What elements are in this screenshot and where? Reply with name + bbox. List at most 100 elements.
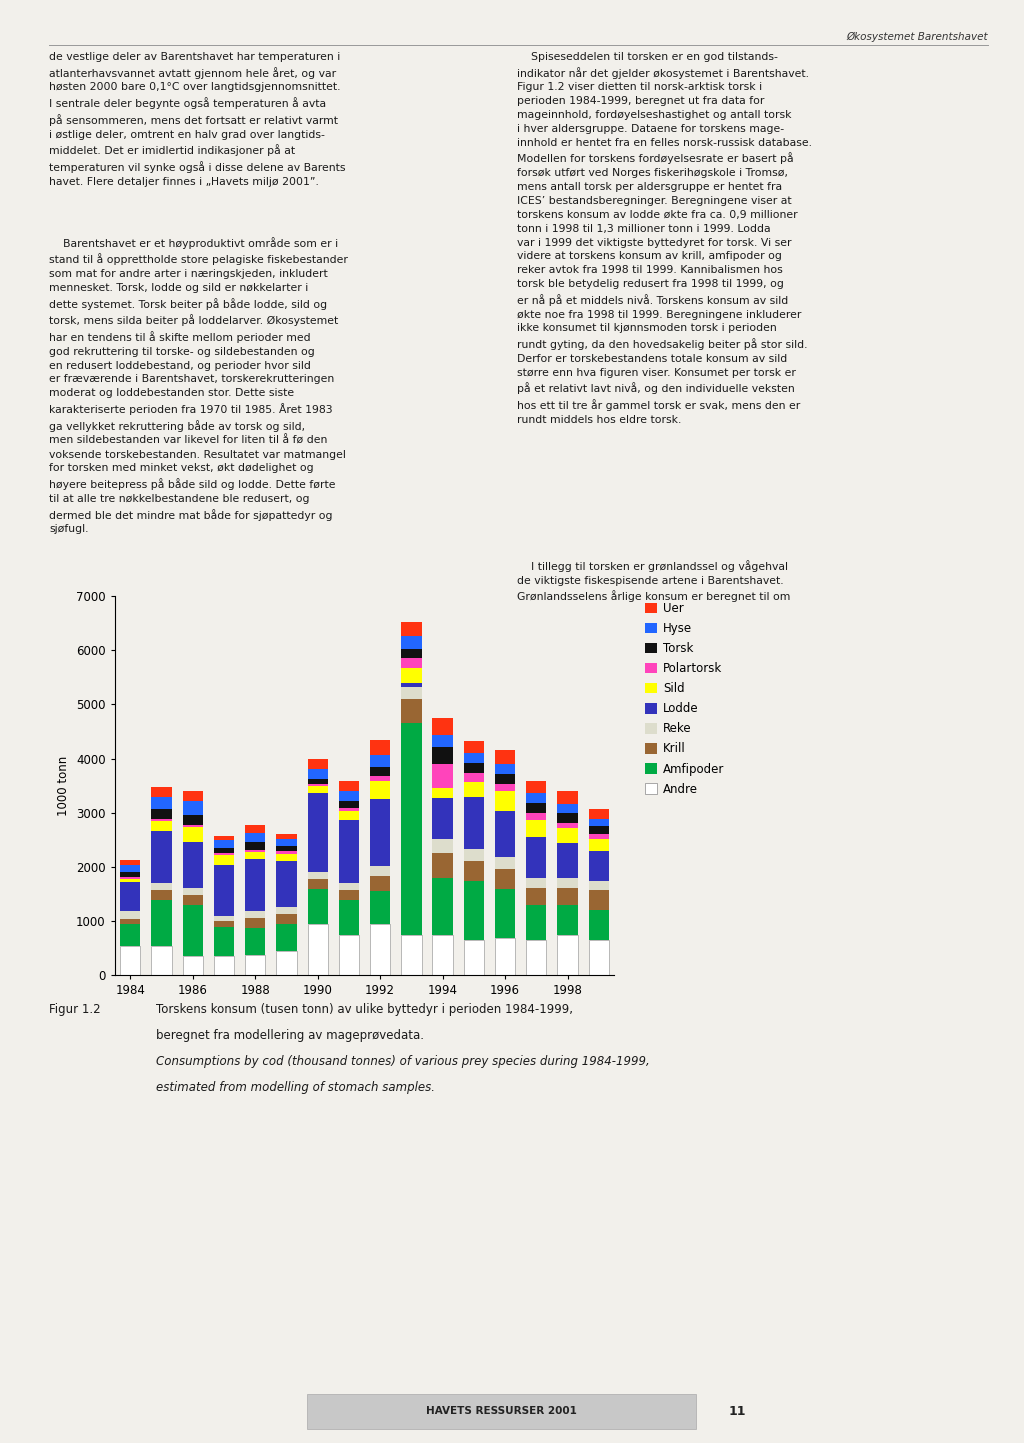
Bar — [526, 812, 547, 820]
Bar — [214, 835, 234, 840]
Bar — [557, 905, 578, 935]
Bar — [152, 883, 172, 890]
Bar — [307, 872, 328, 879]
Bar — [401, 935, 422, 975]
Bar — [464, 742, 484, 753]
Bar — [245, 918, 265, 928]
Bar — [589, 851, 609, 880]
Bar — [401, 622, 422, 636]
Bar — [182, 895, 203, 905]
Bar — [276, 908, 297, 915]
Bar — [307, 889, 328, 924]
Bar — [401, 658, 422, 668]
Text: de vestlige deler av Barentshavet har temperaturen i
atlanterhavsvannet avtatt g: de vestlige deler av Barentshavet har te… — [49, 52, 346, 186]
Bar — [557, 887, 578, 905]
Bar — [120, 864, 140, 872]
Text: 11: 11 — [728, 1404, 746, 1418]
Bar — [464, 772, 484, 782]
Bar — [245, 833, 265, 843]
Bar — [152, 945, 172, 975]
Text: Consumptions by cod (thousand tonnes) of various prey species during 1984-1999,: Consumptions by cod (thousand tonnes) of… — [156, 1055, 649, 1068]
Bar — [214, 921, 234, 926]
Bar — [182, 801, 203, 815]
Bar — [589, 838, 609, 851]
Bar — [152, 797, 172, 810]
Bar — [526, 820, 547, 837]
Bar — [214, 840, 234, 848]
Bar — [526, 837, 547, 877]
Bar — [401, 687, 422, 698]
Bar — [276, 915, 297, 924]
Bar — [276, 924, 297, 951]
Bar — [557, 828, 578, 843]
Bar — [557, 823, 578, 828]
Bar — [307, 779, 328, 784]
Bar — [182, 889, 203, 895]
Bar — [370, 799, 390, 866]
Bar — [464, 753, 484, 763]
Bar — [152, 788, 172, 797]
Bar — [307, 769, 328, 779]
Bar — [589, 834, 609, 838]
Bar — [464, 941, 484, 975]
Bar — [339, 791, 359, 801]
Bar — [401, 683, 422, 687]
Bar — [120, 912, 140, 919]
Bar — [432, 763, 453, 788]
Bar — [557, 935, 578, 975]
Legend: Uer, Hyse, Torsk, Polartorsk, Sild, Lodde, Reke, Krill, Amfipoder, Andre: Uer, Hyse, Torsk, Polartorsk, Sild, Lodd… — [645, 602, 724, 795]
Bar — [495, 773, 515, 784]
Bar — [120, 882, 140, 912]
Bar — [495, 938, 515, 975]
Text: I tillegg til torsken er grønlandssel og vågehval
de viktigste fiskespisende art: I tillegg til torsken er grønlandssel og… — [517, 560, 791, 602]
Bar — [182, 827, 203, 843]
Bar — [464, 782, 484, 797]
Bar — [495, 784, 515, 791]
Bar — [120, 919, 140, 924]
Bar — [120, 872, 140, 877]
Bar — [526, 877, 547, 887]
Bar — [182, 957, 203, 975]
Bar — [495, 811, 515, 857]
Bar — [307, 784, 328, 786]
Bar — [370, 755, 390, 766]
Bar — [557, 791, 578, 804]
Bar — [432, 747, 453, 763]
Bar — [432, 717, 453, 734]
Bar — [370, 766, 390, 776]
Bar — [589, 941, 609, 975]
Bar — [120, 860, 140, 864]
Bar — [370, 924, 390, 975]
Bar — [370, 740, 390, 755]
Bar — [307, 879, 328, 889]
Bar — [401, 698, 422, 723]
Bar — [339, 811, 359, 821]
Bar — [276, 834, 297, 840]
Bar — [152, 890, 172, 899]
Text: Figur 1.2: Figur 1.2 — [49, 1003, 100, 1016]
Bar — [245, 928, 265, 955]
Bar — [214, 864, 234, 916]
Bar — [276, 851, 297, 854]
Bar — [370, 776, 390, 781]
Text: Økosystemet Barentshavet: Økosystemet Barentshavet — [847, 32, 988, 42]
Bar — [307, 759, 328, 769]
Bar — [401, 723, 422, 935]
Bar — [339, 801, 359, 808]
Bar — [526, 794, 547, 802]
Bar — [589, 890, 609, 911]
Bar — [589, 880, 609, 890]
Bar — [589, 911, 609, 941]
Bar — [339, 808, 359, 811]
Bar — [339, 821, 359, 883]
Bar — [589, 810, 609, 820]
Bar — [557, 843, 578, 877]
Bar — [214, 926, 234, 957]
Bar — [432, 853, 453, 877]
Bar — [276, 951, 297, 975]
Bar — [339, 781, 359, 791]
Y-axis label: 1000 tonn: 1000 tonn — [57, 756, 71, 815]
Bar — [276, 861, 297, 908]
Bar — [557, 814, 578, 823]
Bar — [432, 935, 453, 975]
